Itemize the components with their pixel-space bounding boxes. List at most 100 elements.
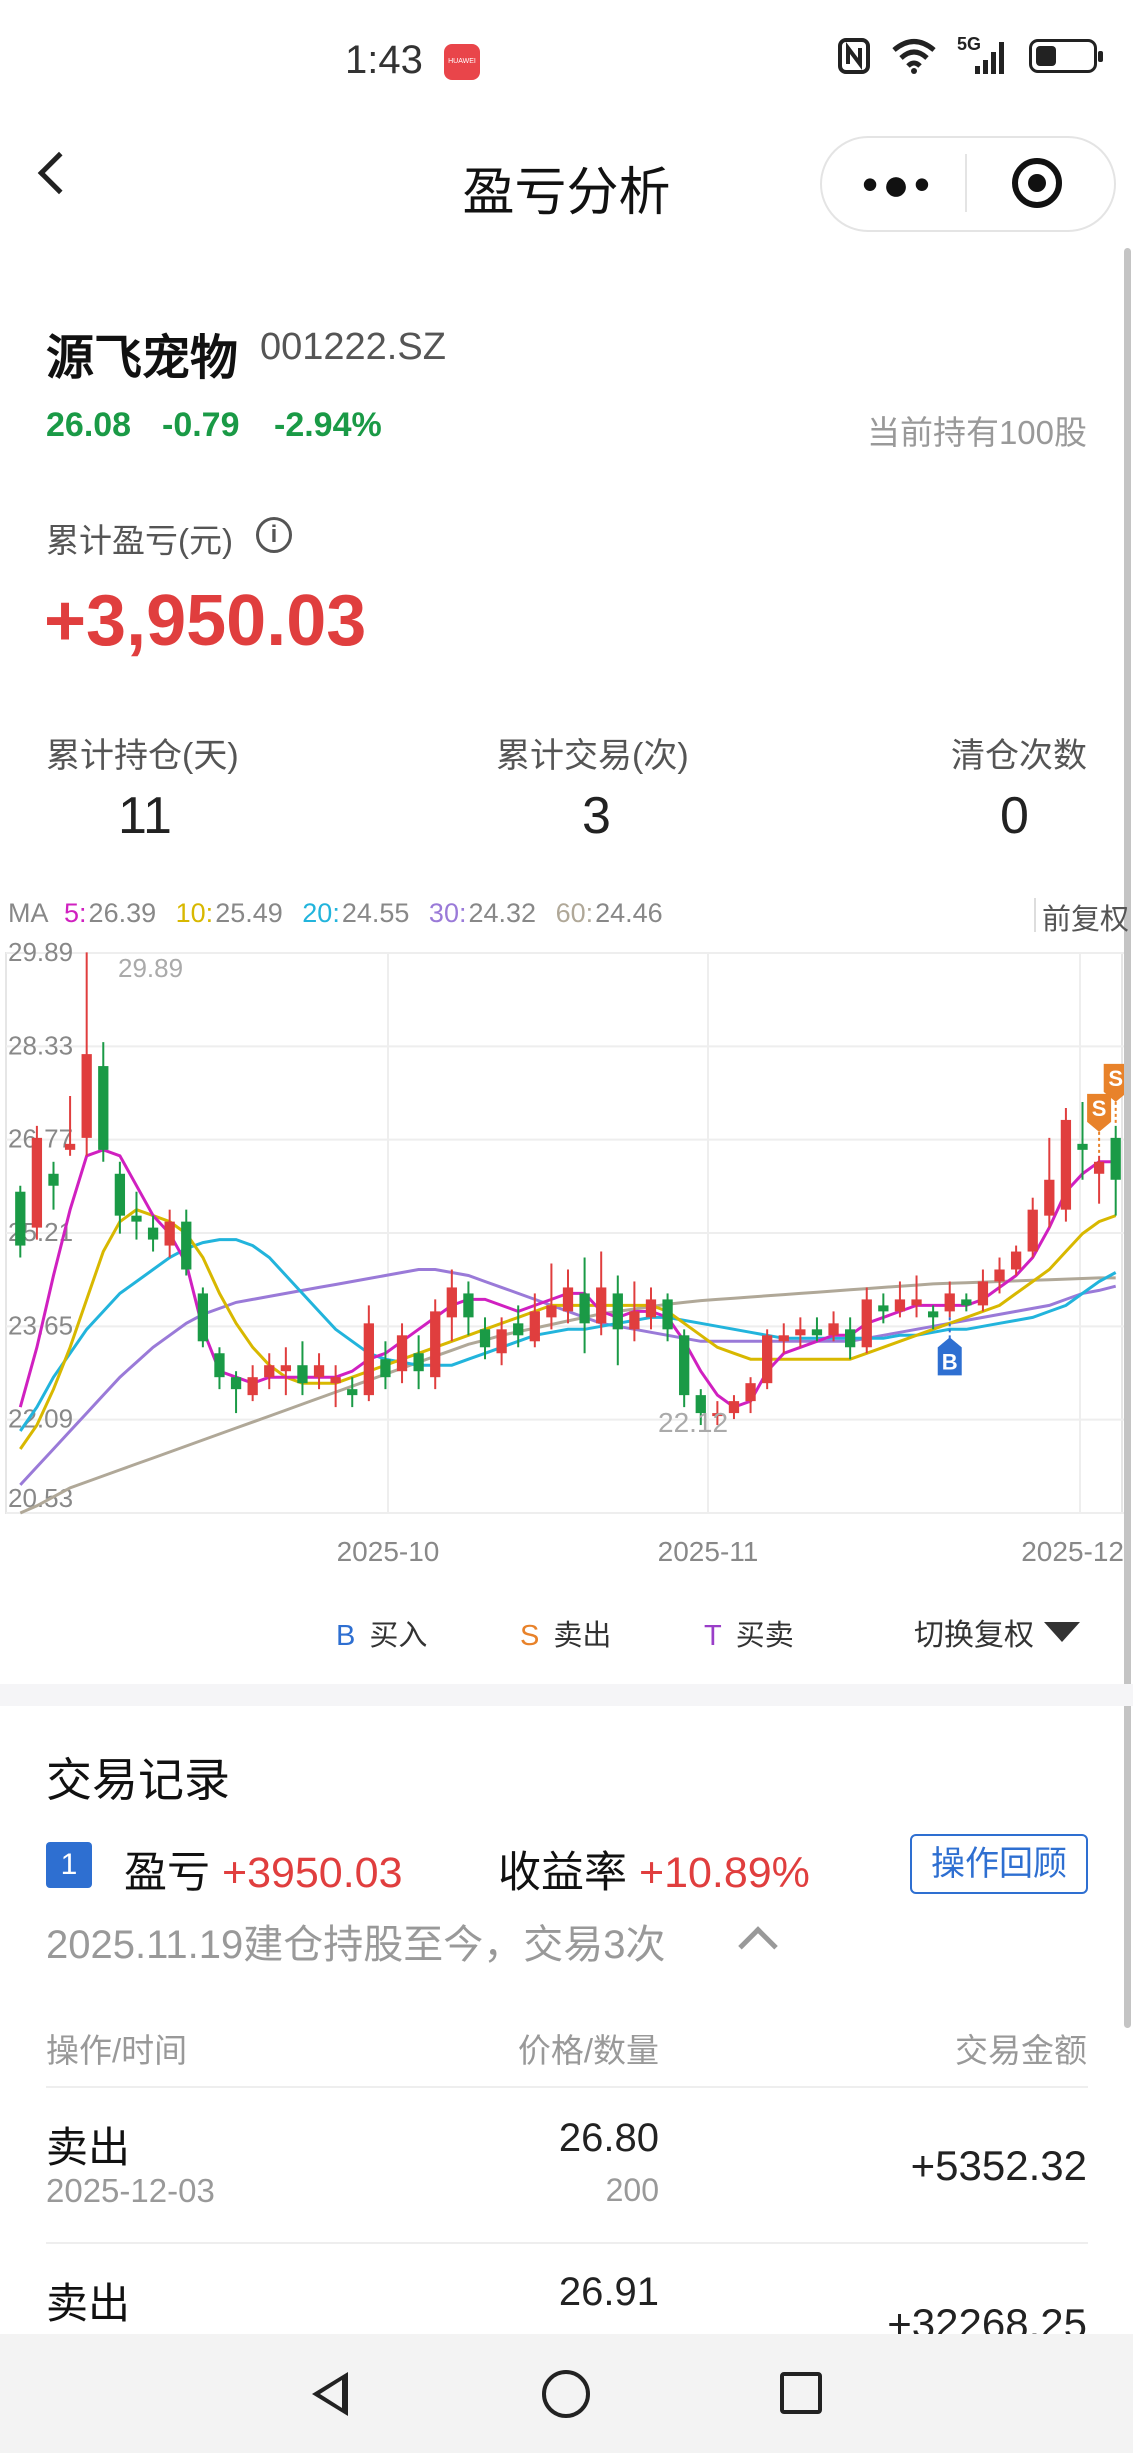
candle-body bbox=[264, 1365, 275, 1378]
candle-body bbox=[131, 1215, 142, 1222]
legend-trade-key: T bbox=[704, 1620, 722, 1652]
legend-buy: B 买入 bbox=[336, 1612, 427, 1654]
candle-body bbox=[828, 1323, 839, 1336]
candle-body bbox=[413, 1353, 424, 1372]
switch-adjust-button[interactable]: 切换复权 bbox=[914, 1619, 1034, 1652]
row-1-date: 2025-12-03 bbox=[46, 2172, 215, 2209]
ma20-key: 20: bbox=[302, 898, 340, 928]
candle-body bbox=[98, 1066, 109, 1150]
candle-body bbox=[546, 1305, 557, 1318]
header-price: 价格/数量 bbox=[517, 2032, 659, 2069]
cum-pnl-label: 累计盈亏(元) bbox=[46, 522, 233, 559]
page-title: 盈亏分析 bbox=[462, 164, 671, 222]
candle-body bbox=[579, 1293, 590, 1324]
candle-body bbox=[778, 1335, 789, 1342]
candle-body bbox=[1044, 1179, 1055, 1216]
candle-body bbox=[1027, 1209, 1038, 1252]
candle-body bbox=[745, 1383, 756, 1402]
candle-body bbox=[845, 1329, 856, 1348]
candle-body bbox=[811, 1329, 823, 1336]
record-yield: 收益率 +10.89% bbox=[498, 1838, 810, 1900]
candle-body bbox=[1060, 1119, 1072, 1210]
more-icon[interactable]: •●• bbox=[862, 158, 934, 210]
candle-body bbox=[944, 1293, 955, 1312]
header-amount: 交易金额 bbox=[955, 2032, 1087, 2069]
candle-body bbox=[396, 1335, 408, 1372]
record-yield-label: 收益率 bbox=[498, 1849, 627, 1897]
kline-chart[interactable]: 29.8928.3326.7725.2123.6522.0920.532025-… bbox=[0, 935, 1124, 1575]
ma10-key: 10: bbox=[175, 898, 214, 928]
x-tick-label: 2025-12 bbox=[1021, 1536, 1124, 1567]
records-title: 交易记录 bbox=[46, 1754, 230, 1806]
record-yield-value: +10.89% bbox=[638, 1849, 810, 1897]
candle-body bbox=[1093, 1161, 1105, 1174]
section-separator bbox=[0, 1684, 1133, 1706]
y-tick-label: 28.33 bbox=[8, 1030, 73, 1060]
row-2-op: 卖出 bbox=[46, 2280, 131, 2327]
candle-body bbox=[795, 1329, 806, 1336]
buy-marker-label: B bbox=[942, 1349, 958, 1374]
record-pnl: 盈亏 +3950.03 bbox=[124, 1838, 403, 1900]
row-divider bbox=[46, 2242, 1088, 2244]
row-2-price: 26.91 bbox=[558, 2270, 659, 2314]
ma30-key: 30: bbox=[428, 898, 467, 928]
candle-body bbox=[861, 1299, 872, 1348]
candle-body bbox=[977, 1281, 989, 1306]
candle-body bbox=[496, 1329, 507, 1354]
review-button[interactable]: 操作回顾 bbox=[910, 1834, 1088, 1894]
ma-legend: MA 5:26.39 10:25.49 20:24.55 30:24.32 60… bbox=[8, 898, 665, 929]
candle-body bbox=[330, 1377, 341, 1384]
row-1-qty: 200 bbox=[605, 2172, 659, 2208]
ma30-value: 24.32 bbox=[468, 898, 537, 928]
x-tick-label: 2025-10 bbox=[337, 1536, 440, 1567]
caret-down-icon[interactable] bbox=[1044, 1622, 1080, 1642]
adjust-divider bbox=[1034, 898, 1036, 932]
network-label: 5G bbox=[957, 34, 982, 54]
row-1-amount: +5352.32 bbox=[910, 2142, 1087, 2189]
candle-body bbox=[629, 1311, 640, 1330]
candle-body bbox=[48, 1173, 59, 1186]
candle-body bbox=[297, 1365, 308, 1384]
candle-body bbox=[230, 1377, 242, 1390]
cum-pnl-value: +3,950.03 bbox=[44, 581, 367, 661]
candle-body bbox=[712, 1413, 723, 1417]
candle-body bbox=[679, 1335, 690, 1396]
candle-body bbox=[762, 1335, 773, 1384]
huawei-app-icon: HUAWEI bbox=[444, 44, 480, 80]
stock-code: 001222.SZ bbox=[260, 326, 446, 368]
sell-marker-label: S bbox=[1108, 1066, 1123, 1091]
mini-program-capsule bbox=[820, 136, 1116, 232]
candle-body bbox=[596, 1287, 607, 1324]
sell-marker bbox=[1087, 1093, 1112, 1132]
candle-body bbox=[662, 1299, 673, 1330]
row-divider bbox=[46, 2086, 1088, 2088]
info-icon[interactable]: i bbox=[256, 517, 292, 553]
candle-body bbox=[147, 1227, 159, 1240]
candle-body bbox=[1010, 1251, 1022, 1270]
record-pnl-value: +3950.03 bbox=[221, 1849, 403, 1897]
ma10-value: 25.49 bbox=[215, 898, 283, 928]
nav-home-icon[interactable] bbox=[542, 2370, 590, 2418]
chevron-up-icon[interactable] bbox=[738, 1926, 778, 1966]
legend-trade-label: 买卖 bbox=[735, 1620, 794, 1652]
nfc-icon bbox=[838, 38, 870, 74]
scrollbar[interactable] bbox=[1124, 248, 1131, 2028]
candle-body bbox=[994, 1269, 1005, 1282]
hold-days-label: 累计持仓(天) bbox=[46, 737, 239, 775]
adjust-label[interactable]: 前复权 bbox=[1041, 904, 1129, 936]
candle-body bbox=[81, 1054, 92, 1138]
candle-body bbox=[927, 1311, 939, 1318]
ma60-key: 60: bbox=[555, 898, 594, 928]
nav-recent-icon[interactable] bbox=[780, 2372, 822, 2414]
ma-prefix: MA bbox=[8, 898, 49, 928]
candle-body bbox=[1110, 1137, 1121, 1180]
candle-body bbox=[347, 1389, 358, 1396]
close-target-icon[interactable] bbox=[1012, 158, 1062, 208]
candle-body bbox=[446, 1287, 457, 1318]
nav-back-icon-inner bbox=[320, 2380, 342, 2408]
ma5-key: 5: bbox=[64, 898, 87, 928]
candle-body bbox=[645, 1299, 657, 1318]
battery-icon bbox=[1029, 39, 1103, 73]
row-1-price: 26.80 bbox=[558, 2116, 659, 2160]
sell-marker-label: S bbox=[1092, 1096, 1107, 1121]
